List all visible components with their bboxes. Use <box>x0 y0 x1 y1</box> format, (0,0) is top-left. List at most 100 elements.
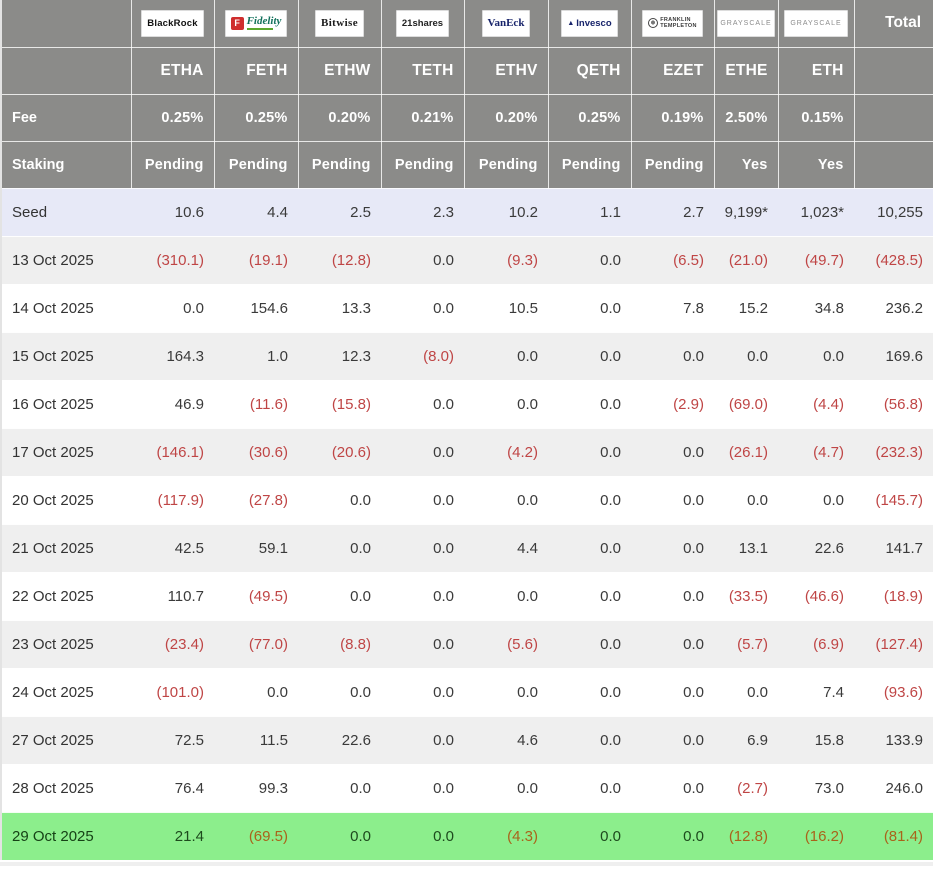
flow-value: (18.9) <box>854 571 933 620</box>
franklin-logo-line1: FRANKLIN <box>660 16 691 23</box>
flow-value: (117.9) <box>131 475 214 524</box>
fee-value: 0.21% <box>381 94 465 142</box>
table-row: 28 Oct 2025 76.4 99.3 0.0 0.0 0.0 0.0 0.0 (2.7) 7… <box>1 763 933 812</box>
flow-value: 0.0 <box>548 475 631 524</box>
flow-value: 2.3 <box>381 187 464 236</box>
flow-value: 0.0 <box>298 523 381 572</box>
staking-value: Pending <box>131 141 215 189</box>
ticker-etha: ETHA <box>131 47 215 95</box>
row-label: 23 Oct 2025 <box>1 619 131 668</box>
corner-cell <box>1 0 132 48</box>
fee-value: 2.50% <box>714 94 779 142</box>
flow-value: 0.0 <box>298 667 381 716</box>
flow-value: 141.7 <box>854 523 933 572</box>
flow-value: 4.6 <box>464 715 548 764</box>
table-row: 20 Oct 2025 (117.9) (27.8) 0.0 0.0 0.0 0.0 0.0 0… <box>1 475 933 524</box>
ticker-qeth: QETH <box>548 47 632 95</box>
flow-value: 0.0 <box>548 811 631 860</box>
fee-value: 0.19% <box>631 94 715 142</box>
row-label: 21 Oct 2025 <box>1 523 131 572</box>
flow-value: 0.0 <box>298 571 381 620</box>
ticker-total-spacer <box>854 47 933 95</box>
staking-total-spacer <box>854 141 933 189</box>
flow-value: 0.0 <box>464 571 548 620</box>
flow-value: (428.5) <box>854 235 933 284</box>
flow-value: 46.9 <box>131 379 214 428</box>
flow-value: 9,199* <box>714 187 778 236</box>
table-row: 14 Oct 2025 0.0 154.6 13.3 0.0 10.5 0.0 7.8 15.2… <box>1 283 933 332</box>
flow-value: 0.0 <box>631 427 714 476</box>
flow-value: (2.7) <box>714 763 778 812</box>
table-row: 15 Oct 2025 164.3 1.0 12.3 (8.0) 0.0 0.0 0.0 0.0… <box>1 331 933 380</box>
flow-value: 11.5 <box>214 715 298 764</box>
flow-value: (4.3) <box>464 811 548 860</box>
flow-value: 12.3 <box>298 331 381 380</box>
flow-value: 1.1 <box>548 187 631 236</box>
flow-value: 72.5 <box>131 715 214 764</box>
table-row: 23 Oct 2025 (23.4) (77.0) (8.8) 0.0 (5.6) 0.0 0… <box>1 619 933 668</box>
flow-value: (232.3) <box>854 427 933 476</box>
flow-value: (77.0) <box>214 619 298 668</box>
flow-value: (12.8) <box>714 811 778 860</box>
flow-value: 4.4 <box>464 523 548 572</box>
table-row: 16 Oct 2025 46.9 (11.6) (15.8) 0.0 0.0 0.0 (2.9… <box>1 379 933 428</box>
flow-value: 0.0 <box>381 667 464 716</box>
flow-value: 21.4 <box>131 811 214 860</box>
ticker-ethe: ETHE <box>714 47 779 95</box>
staking-value: Pending <box>548 141 632 189</box>
flow-value: (11.6) <box>214 379 298 428</box>
flow-value: 0.0 <box>631 523 714 572</box>
fee-row-label: Fee <box>1 94 132 142</box>
ticker-ezet: EZET <box>631 47 715 95</box>
flow-value: (27.8) <box>214 475 298 524</box>
ticker-teth: TETH <box>381 47 465 95</box>
ticker-row: ETHA FETH ETHW TETH ETHV QETH EZET ETHE … <box>1 47 933 95</box>
flow-value: 6.9 <box>714 715 778 764</box>
flow-value: 236.2 <box>854 283 933 332</box>
staking-row-label: Staking <box>1 141 132 189</box>
flow-value: (19.1) <box>214 235 298 284</box>
flow-value: 0.0 <box>548 235 631 284</box>
flow-value: 0.0 <box>381 811 464 860</box>
flow-value: 76.4 <box>131 763 214 812</box>
fee-value: 0.25% <box>214 94 299 142</box>
flow-value: 0.0 <box>548 715 631 764</box>
fidelity-underline <box>246 28 273 31</box>
flow-value: 0.0 <box>464 475 548 524</box>
flow-value: 15.2 <box>714 283 778 332</box>
flow-value: 7.4 <box>778 667 854 716</box>
flow-value: 0.0 <box>631 763 714 812</box>
fee-value: 0.25% <box>548 94 632 142</box>
flow-value: 0.0 <box>631 571 714 620</box>
staking-value: Pending <box>298 141 382 189</box>
flow-value: (56.8) <box>854 379 933 428</box>
flow-value: 0.0 <box>714 475 778 524</box>
fidelity-logo-text: Fidelity <box>246 15 282 28</box>
flow-value: 13.3 <box>298 283 381 332</box>
flow-value: 133.9 <box>854 715 933 764</box>
grayscale-logo-text: GRAYSCALE <box>790 19 842 27</box>
flow-value: 0.0 <box>631 331 714 380</box>
flow-value: (23.4) <box>131 619 214 668</box>
flow-value: 0.0 <box>631 667 714 716</box>
flow-value: (101.0) <box>131 667 214 716</box>
row-label: 24 Oct 2025 <box>1 667 131 716</box>
flow-value: 0.0 <box>548 523 631 572</box>
flow-value: 164.3 <box>131 331 214 380</box>
table-body: Seed 10.6 4.4 2.5 2.3 10.2 1.1 2.7 9,199* 1,023* 1… <box>1 187 933 860</box>
flow-value: 0.0 <box>381 571 464 620</box>
flow-value: 0.0 <box>631 619 714 668</box>
flow-value: 22.6 <box>778 523 854 572</box>
flow-value: 1,023* <box>778 187 854 236</box>
invesco-logo-text: Invesco <box>576 17 612 29</box>
table-row: 22 Oct 2025 110.7 (49.5) 0.0 0.0 0.0 0.0 0.0 (33… <box>1 571 933 620</box>
table-row: 27 Oct 2025 72.5 11.5 22.6 0.0 4.6 0.0 0.0 6.9 15… <box>1 715 933 764</box>
flow-value: (15.8) <box>298 379 381 428</box>
row-label: 17 Oct 2025 <box>1 427 131 476</box>
flow-value: 246.0 <box>854 763 933 812</box>
flow-value: 2.5 <box>298 187 381 236</box>
ticker-ethv: ETHV <box>464 47 549 95</box>
table-row: 17 Oct 2025 (146.1) (30.6) (20.6) 0.0 (4.2) 0.… <box>1 427 933 476</box>
flow-value: (20.6) <box>298 427 381 476</box>
flow-value: 110.7 <box>131 571 214 620</box>
